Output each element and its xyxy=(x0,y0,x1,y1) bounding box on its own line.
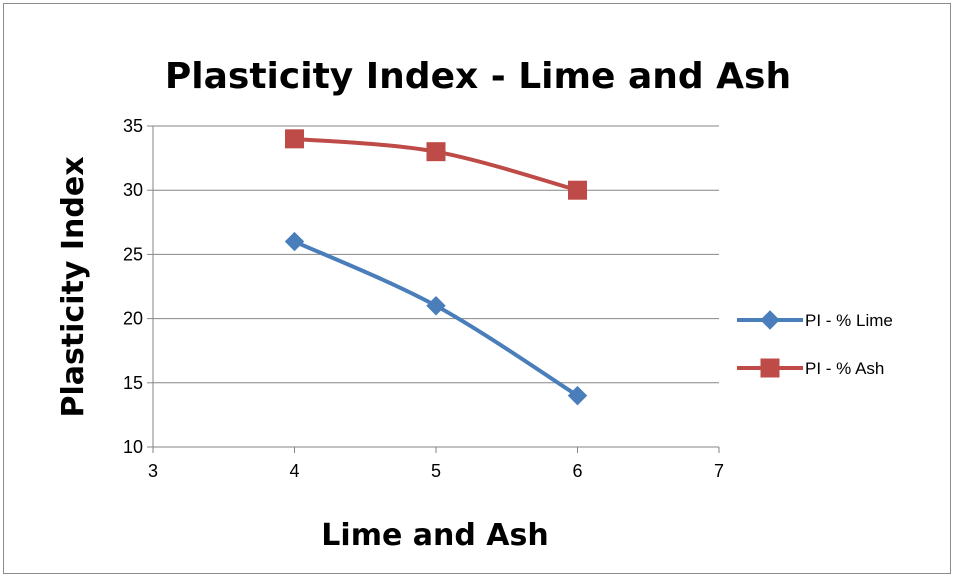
y-tick-label-25: 25 xyxy=(123,244,143,264)
y-axis-title: Plasticity Index xyxy=(56,156,91,417)
legend: PI - % Lime PI - % Ash xyxy=(737,310,893,378)
legend-swatch-marker-2 xyxy=(760,358,780,378)
legend-item-1: PI - % Lime xyxy=(737,310,893,330)
data-point-2-4 xyxy=(285,129,304,149)
data-point-1-5 xyxy=(426,296,446,316)
y-tick-label-35: 35 xyxy=(123,116,143,136)
legend-label-2: PI - % Ash xyxy=(805,359,884,378)
legend-label-1: PI - % Lime xyxy=(805,311,893,330)
x-tick-label-5: 5 xyxy=(431,461,441,481)
data-point-2-5 xyxy=(426,142,446,162)
data-point-1-4 xyxy=(284,231,305,252)
axes xyxy=(147,125,720,453)
y-tick-label-10: 10 xyxy=(123,437,143,457)
series-group xyxy=(284,129,588,406)
tick-labels: 10 15 20 25 30 35 3 4 5 6 7 xyxy=(123,116,724,481)
y-tick-label-30: 30 xyxy=(123,180,143,200)
x-tick-label-4: 4 xyxy=(289,461,299,481)
legend-swatch-marker-1 xyxy=(760,310,780,330)
gridlines xyxy=(153,125,719,384)
x-tick-label-6: 6 xyxy=(572,461,582,481)
x-tick-label-7: 7 xyxy=(714,461,724,481)
x-axis-title: Lime and Ash xyxy=(321,518,548,553)
y-tick-label-15: 15 xyxy=(123,373,143,393)
x-tick-label-3: 3 xyxy=(148,461,158,481)
legend-item-2: PI - % Ash xyxy=(737,358,884,378)
data-point-1-6 xyxy=(567,385,588,406)
y-tick-label-20: 20 xyxy=(123,309,143,329)
series-1 xyxy=(284,231,588,406)
chart-frame xyxy=(3,3,951,574)
chart-title: Plasticity Index - Lime and Ash xyxy=(165,56,791,97)
series-2 xyxy=(285,129,587,200)
data-point-2-6 xyxy=(568,180,587,200)
